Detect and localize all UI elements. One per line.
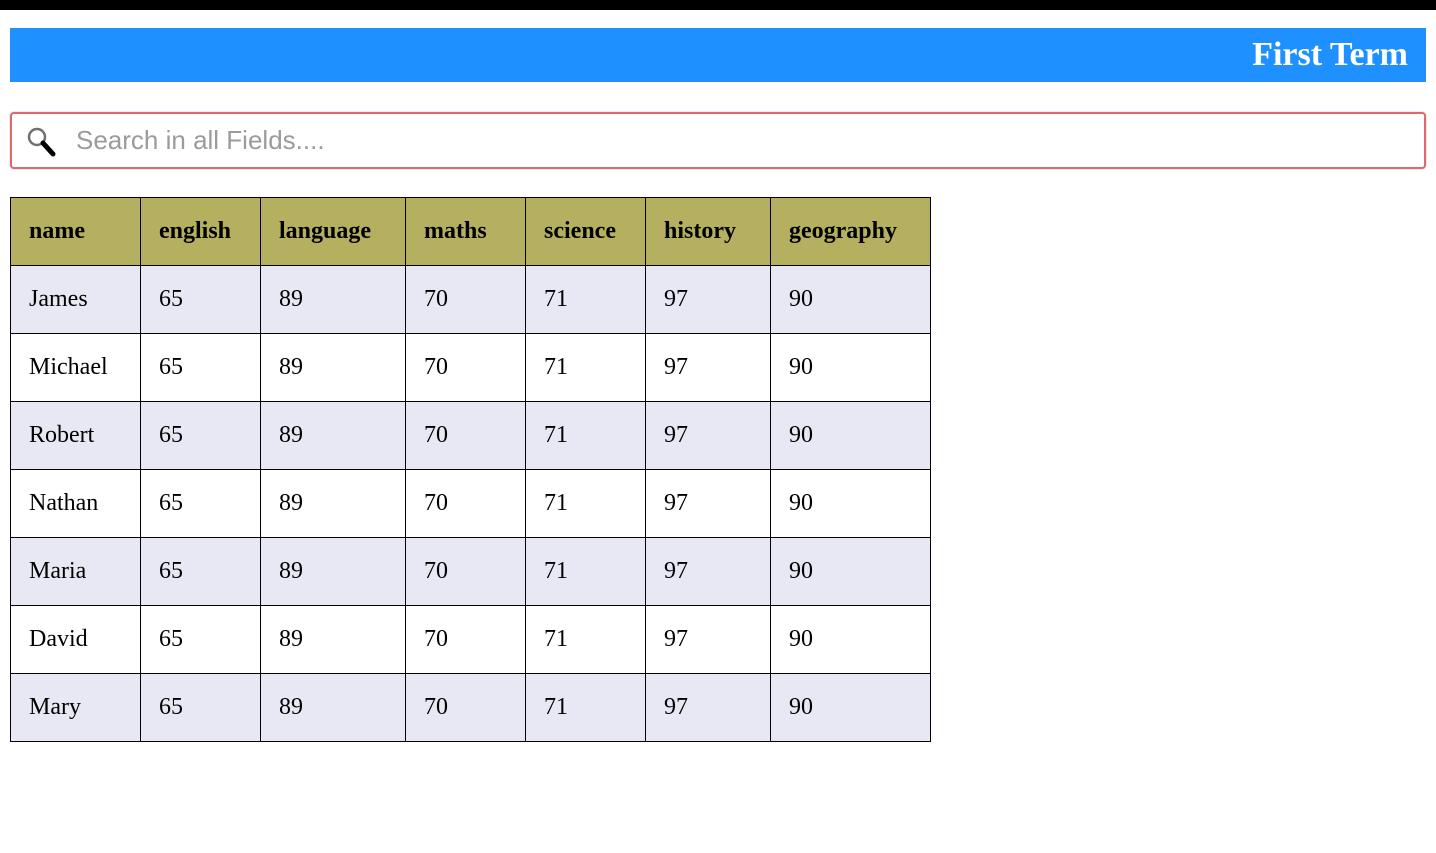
table-row: Robert 65 89 70 71 97 90 — [11, 402, 931, 470]
grades-header-row: name english language maths science hist… — [11, 198, 931, 266]
page-title: First Term — [1252, 36, 1408, 73]
cell-maths: 70 — [406, 538, 526, 606]
cell-science: 71 — [526, 674, 646, 742]
cell-science: 71 — [526, 266, 646, 334]
cell-history: 97 — [646, 674, 771, 742]
col-header-history[interactable]: history — [646, 198, 771, 266]
cell-history: 97 — [646, 470, 771, 538]
col-header-science[interactable]: science — [526, 198, 646, 266]
cell-maths: 70 — [406, 470, 526, 538]
cell-maths: 70 — [406, 606, 526, 674]
cell-geography: 90 — [771, 674, 931, 742]
cell-geography: 90 — [771, 470, 931, 538]
cell-science: 71 — [526, 334, 646, 402]
cell-geography: 90 — [771, 402, 931, 470]
cell-maths: 70 — [406, 674, 526, 742]
cell-maths: 70 — [406, 266, 526, 334]
cell-name: David — [11, 606, 141, 674]
cell-name: James — [11, 266, 141, 334]
cell-english: 65 — [141, 538, 261, 606]
cell-name: Nathan — [11, 470, 141, 538]
table-row: Nathan 65 89 70 71 97 90 — [11, 470, 931, 538]
cell-name: Maria — [11, 538, 141, 606]
col-header-maths[interactable]: maths — [406, 198, 526, 266]
col-header-geography[interactable]: geography — [771, 198, 931, 266]
cell-english: 65 — [141, 266, 261, 334]
cell-history: 97 — [646, 402, 771, 470]
cell-science: 71 — [526, 538, 646, 606]
cell-language: 89 — [261, 674, 406, 742]
table-row: James 65 89 70 71 97 90 — [11, 266, 931, 334]
cell-language: 89 — [261, 402, 406, 470]
cell-history: 97 — [646, 606, 771, 674]
search-input[interactable] — [74, 124, 1412, 157]
cell-language: 89 — [261, 538, 406, 606]
table-row: Michael 65 89 70 71 97 90 — [11, 334, 931, 402]
search-icon — [24, 125, 56, 157]
grades-table-container: name english language maths science hist… — [10, 197, 1426, 742]
cell-history: 97 — [646, 334, 771, 402]
cell-geography: 90 — [771, 606, 931, 674]
cell-geography: 90 — [771, 266, 931, 334]
cell-english: 65 — [141, 674, 261, 742]
table-row: Maria 65 89 70 71 97 90 — [11, 538, 931, 606]
cell-geography: 90 — [771, 334, 931, 402]
col-header-name[interactable]: name — [11, 198, 141, 266]
cell-english: 65 — [141, 402, 261, 470]
table-row: Mary 65 89 70 71 97 90 — [11, 674, 931, 742]
cell-language: 89 — [261, 470, 406, 538]
cell-maths: 70 — [406, 334, 526, 402]
cell-history: 97 — [646, 538, 771, 606]
cell-name: Robert — [11, 402, 141, 470]
cell-science: 71 — [526, 402, 646, 470]
col-header-english[interactable]: english — [141, 198, 261, 266]
cell-english: 65 — [141, 470, 261, 538]
cell-english: 65 — [141, 606, 261, 674]
cell-language: 89 — [261, 606, 406, 674]
cell-language: 89 — [261, 266, 406, 334]
cell-name: Michael — [11, 334, 141, 402]
cell-name: Mary — [11, 674, 141, 742]
cell-science: 71 — [526, 470, 646, 538]
cell-history: 97 — [646, 266, 771, 334]
cell-english: 65 — [141, 334, 261, 402]
cell-science: 71 — [526, 606, 646, 674]
grades-table-body: James 65 89 70 71 97 90 Michael 65 89 70… — [11, 266, 931, 742]
table-row: David 65 89 70 71 97 90 — [11, 606, 931, 674]
grades-table: name english language maths science hist… — [10, 197, 931, 742]
cell-maths: 70 — [406, 402, 526, 470]
search-container — [10, 112, 1426, 169]
grades-table-head: name english language maths science hist… — [11, 198, 931, 266]
cell-geography: 90 — [771, 538, 931, 606]
page-title-bar: First Term — [10, 28, 1426, 82]
top-stripe — [0, 0, 1436, 10]
cell-language: 89 — [261, 334, 406, 402]
col-header-language[interactable]: language — [261, 198, 406, 266]
